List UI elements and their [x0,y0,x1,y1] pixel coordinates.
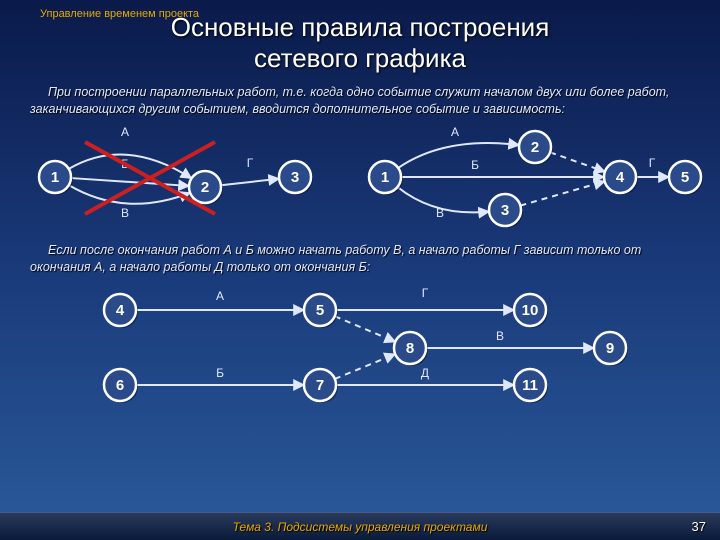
paragraph-1-text: При построении параллельных работ, т.е. … [30,85,669,116]
footer-text: Тема 3. Подсистемы управления проектами [0,520,720,534]
section-label: Управление временем проекта [40,8,199,21]
svg-text:В: В [436,206,444,220]
svg-text:3: 3 [291,169,299,186]
svg-text:А: А [451,125,459,139]
diagram-1-wrong: АБВГ123 [15,122,335,232]
svg-text:Б: Б [216,366,224,380]
page-number: 37 [692,519,706,534]
svg-text:1: 1 [51,169,59,186]
svg-text:2: 2 [531,139,539,156]
svg-text:1: 1 [381,169,389,186]
svg-text:Д: Д [421,366,429,380]
svg-text:В: В [121,206,129,220]
svg-text:Г: Г [649,156,656,170]
svg-text:7: 7 [316,377,324,394]
svg-text:4: 4 [116,302,125,319]
svg-text:2: 2 [201,179,209,196]
svg-text:9: 9 [606,340,614,357]
svg-text:4: 4 [616,169,625,186]
paragraph-1: При построении параллельных работ, т.е. … [0,74,720,122]
svg-text:Г: Г [247,156,254,170]
svg-text:Б: Б [471,158,479,172]
svg-text:11: 11 [522,377,538,394]
diagram-3: А Б Г Д В 4 6 5 7 8 10 11 9 [50,280,670,410]
title-line1: Основные правила построения [171,12,550,42]
title-line2: сетевого графика [254,43,466,73]
svg-text:3: 3 [501,202,509,219]
svg-text:6: 6 [116,377,124,394]
svg-text:8: 8 [406,340,414,357]
paragraph-2: Если после окончания работ А и Б можно н… [0,232,720,280]
svg-text:Г: Г [422,286,429,300]
svg-text:А: А [216,289,224,303]
svg-text:5: 5 [316,302,324,319]
svg-text:А: А [121,125,129,139]
diagram-2-correct: А Б В Г 1 2 3 4 5 [345,122,705,232]
svg-text:5: 5 [681,169,689,186]
svg-text:В: В [496,329,504,343]
paragraph-2-text: Если после окончания работ А и Б можно н… [30,243,641,274]
svg-text:10: 10 [522,302,539,319]
